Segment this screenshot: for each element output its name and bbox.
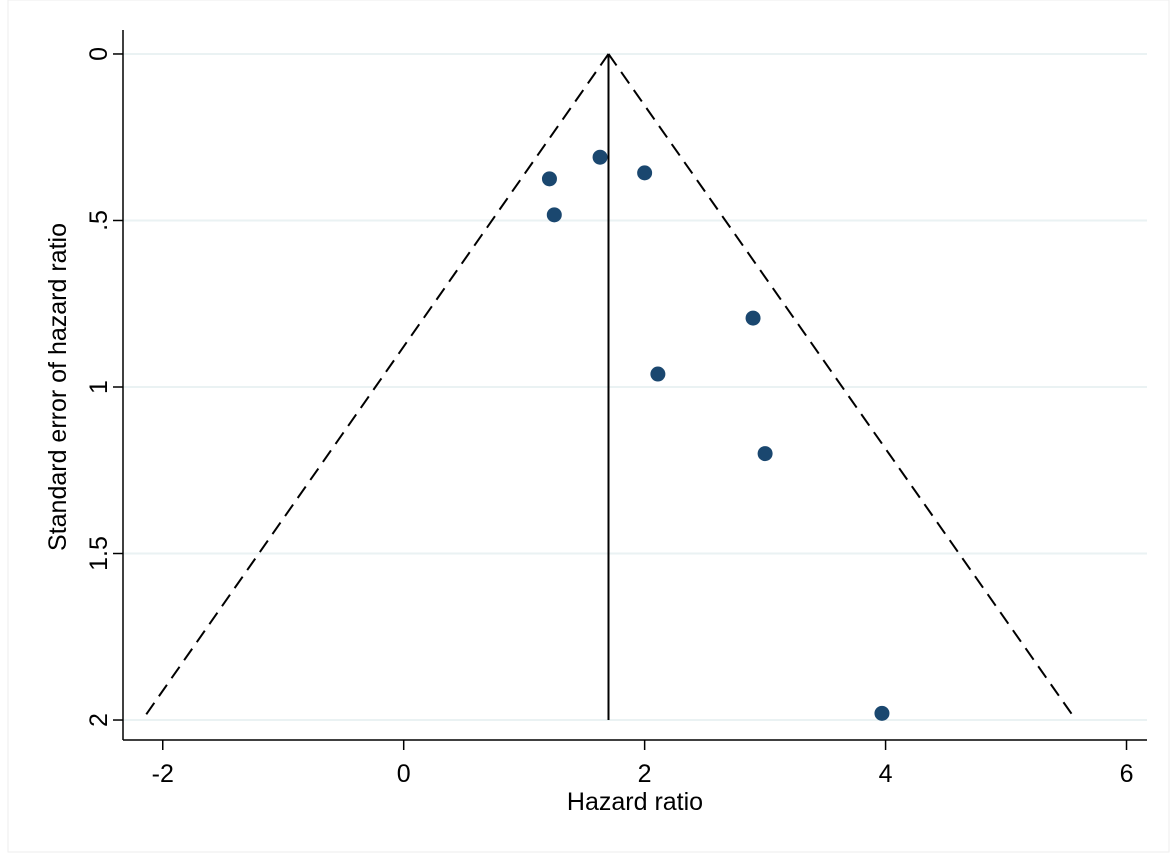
- x-axis-label: Hazard ratio: [567, 788, 703, 816]
- x-tick-label: 4: [879, 760, 893, 788]
- study-point: [541, 171, 557, 187]
- plot-background: [7, 0, 1170, 853]
- study-point: [874, 705, 890, 721]
- y-tick-label: 1.5: [85, 536, 113, 571]
- x-tick-label: 0: [397, 760, 411, 788]
- study-point: [757, 446, 773, 462]
- study-point: [546, 207, 562, 223]
- study-point: [637, 165, 653, 181]
- x-tick-label: -2: [152, 760, 174, 788]
- study-point: [592, 149, 608, 165]
- study-point: [650, 366, 666, 382]
- funnel-limit: [607, 53, 1077, 721]
- funnel-limit: [141, 53, 610, 721]
- x-tick-label: 2: [638, 760, 652, 788]
- x-tick-label: 6: [1120, 760, 1134, 788]
- y-tick-label: 0: [85, 47, 113, 61]
- y-axis-label: Standard error of hazard ratio: [44, 223, 72, 551]
- y-tick-label: 1: [85, 380, 113, 394]
- study-point: [745, 310, 761, 326]
- y-tick-label: 2: [85, 713, 113, 727]
- y-tick-label: .5: [85, 210, 113, 231]
